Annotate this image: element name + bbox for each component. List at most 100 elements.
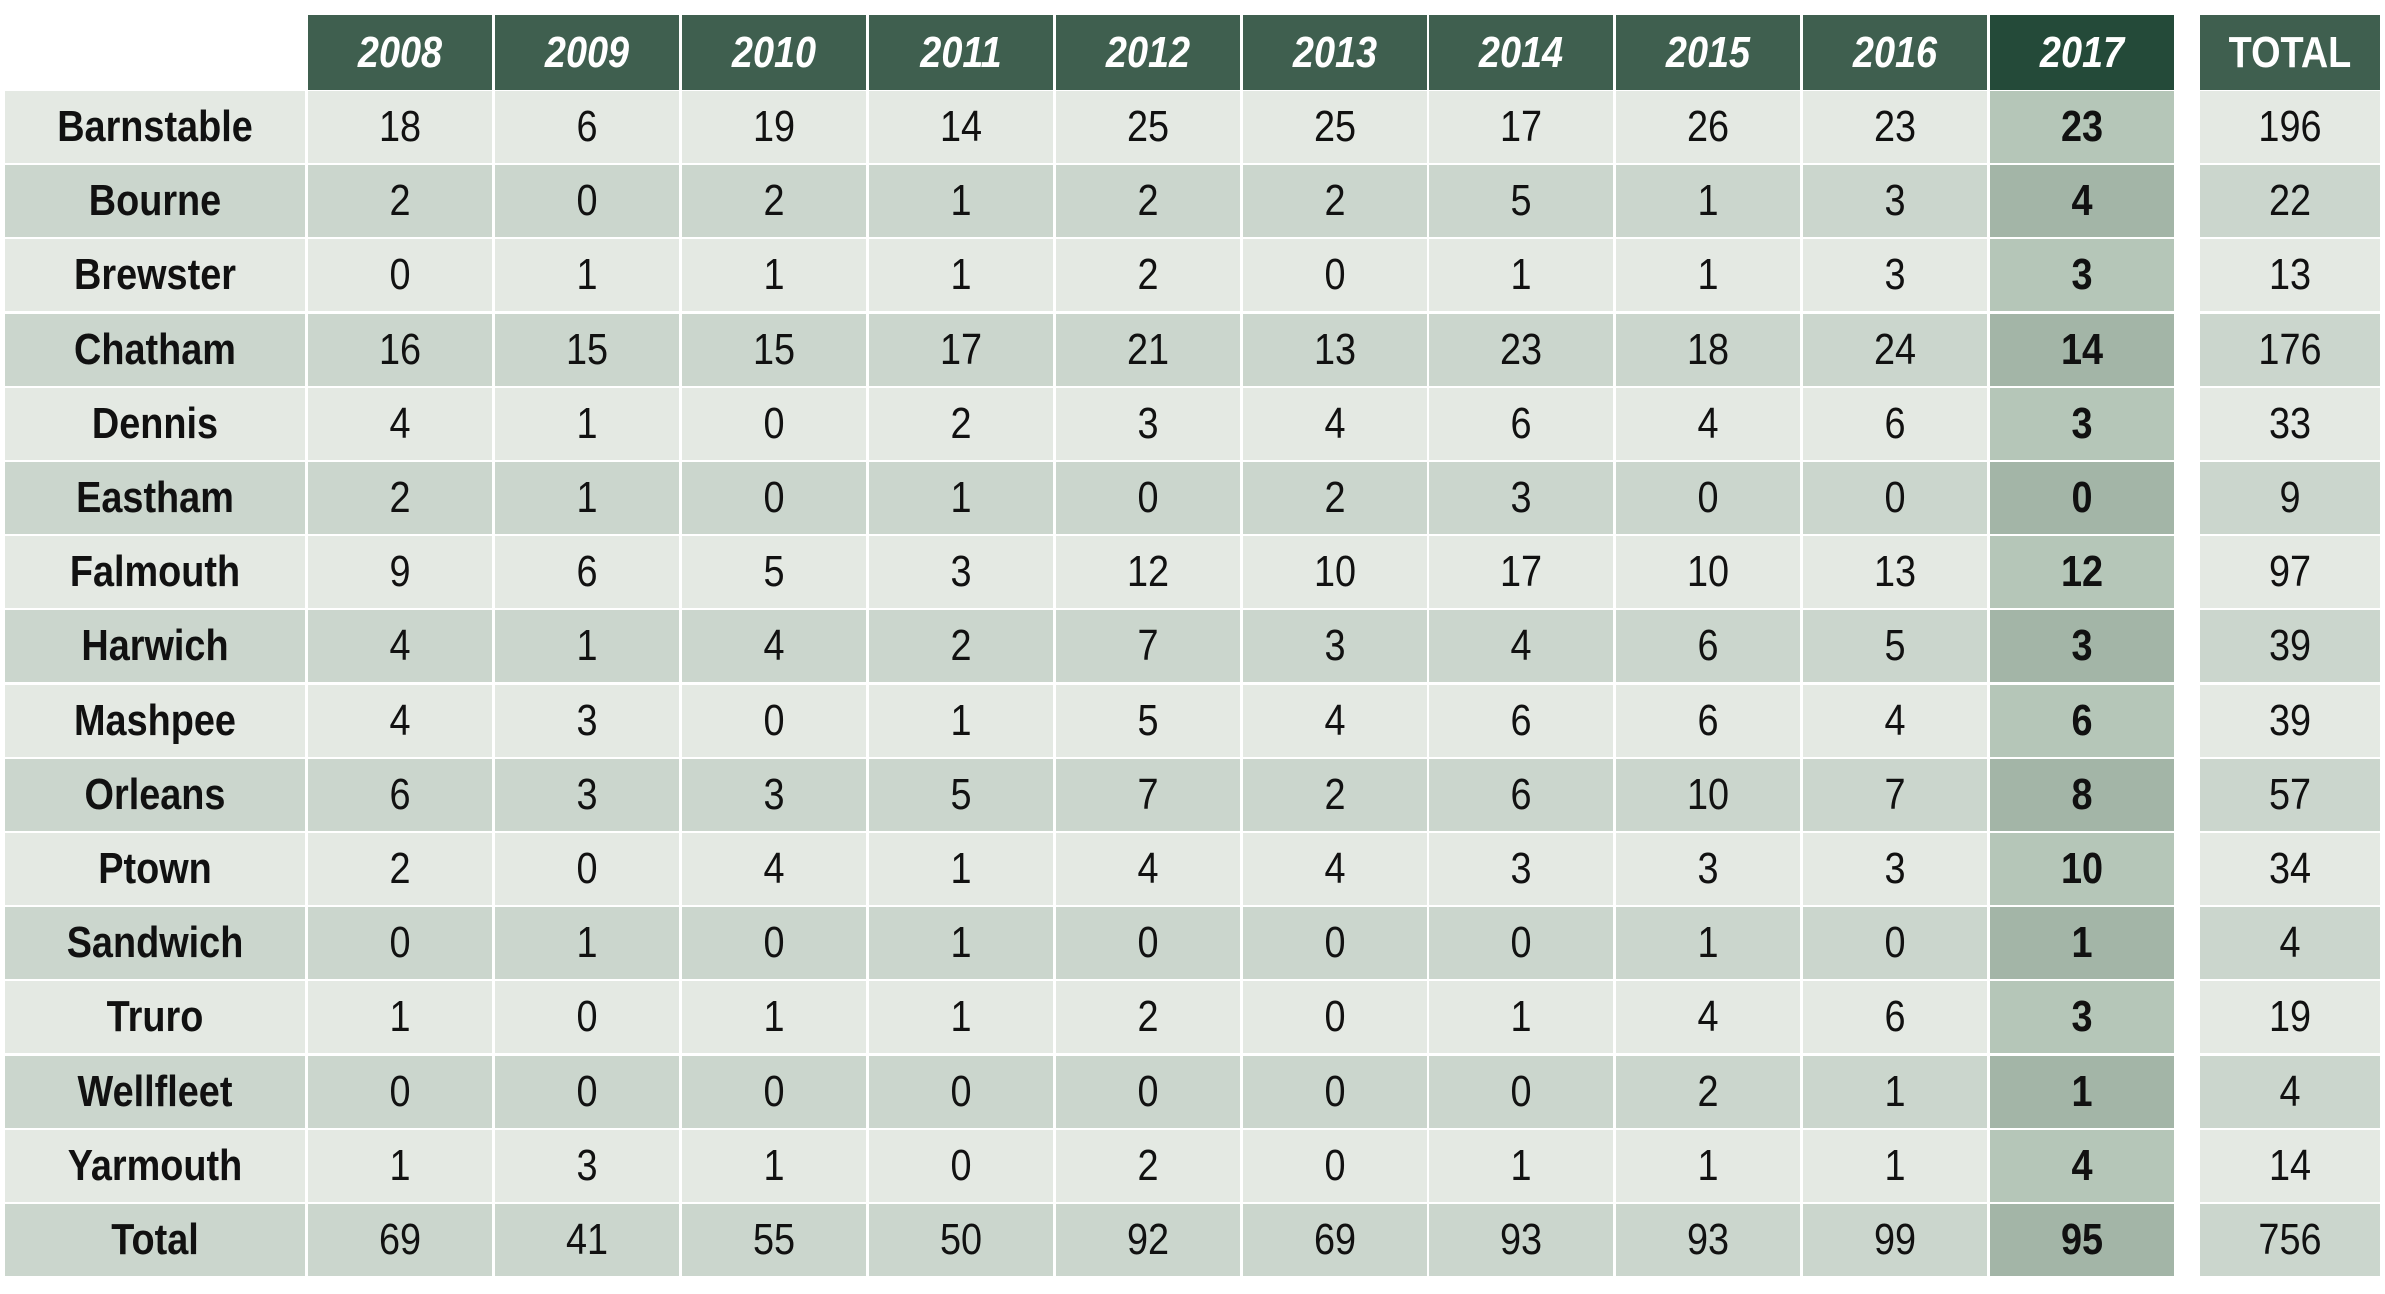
cell-brewster-total: 13 xyxy=(2268,250,2312,300)
cell-truro-2010-bg: 1 xyxy=(681,981,866,1054)
cell-sandwich-2014: 0 xyxy=(1510,918,1532,968)
column-header-2011: 2011 xyxy=(919,27,1002,77)
row-label-bourne-bg: Bourne xyxy=(5,165,305,238)
cell-sandwich-2012-bg: 0 xyxy=(1055,907,1240,980)
cell-eastham-2014: 3 xyxy=(1510,473,1532,522)
column-header-2014: 2014 xyxy=(1479,27,1564,77)
cell-bourne-2008: 2 xyxy=(389,176,411,226)
cell-sandwich-2014-bg: 0 xyxy=(1429,907,1614,980)
column-header-total-bg: TOTAL xyxy=(2200,15,2380,90)
cell-total-2008: 69 xyxy=(378,1215,422,1264)
cell-total-2012: 92 xyxy=(1126,1215,1169,1264)
cell-orleans-total-bg: 57 xyxy=(2200,758,2380,831)
cell-ptown-2015-bg: 3 xyxy=(1616,833,1801,905)
cell-wellfleet-2008: 0 xyxy=(389,1066,411,1116)
column-header-2009: 2009 xyxy=(544,27,629,77)
cell-barnstable-2011-bg: 14 xyxy=(868,91,1053,163)
cell-eastham-2014-bg: 3 xyxy=(1429,462,1614,534)
cell-eastham-2017: 0 xyxy=(2071,473,2093,522)
cell-brewster-2014: 1 xyxy=(1510,250,1532,300)
cell-ptown-2012: 4 xyxy=(1137,844,1159,893)
cell-total-2016-bg: 99 xyxy=(1803,1204,1988,1276)
cell-total-total: 756 xyxy=(2258,1215,2322,1264)
cell-sandwich-2015: 1 xyxy=(1697,918,1719,968)
column-header-2015: 2015 xyxy=(1666,27,1751,77)
cell-falmouth-2016: 13 xyxy=(1874,547,1917,597)
cell-sandwich-2009: 1 xyxy=(576,918,598,968)
cell-harwich-2017-bg: 3 xyxy=(1990,610,2175,683)
cell-mashpee-2016: 4 xyxy=(1884,695,1906,745)
cell-bourne-2014-bg: 5 xyxy=(1429,165,1614,238)
cell-mashpee-2009: 3 xyxy=(576,695,598,745)
cell-falmouth-2011-bg: 3 xyxy=(868,536,1053,609)
cell-total-2011: 50 xyxy=(939,1215,982,1264)
cell-chatham-2014: 23 xyxy=(1500,324,1543,374)
cell-yarmouth-2014-bg: 1 xyxy=(1429,1129,1614,1202)
row-label-truro: Truro xyxy=(106,992,204,1042)
cell-sandwich-total: 4 xyxy=(2279,918,2301,968)
cell-harwich-2016-bg: 5 xyxy=(1803,610,1988,683)
cell-wellfleet-2015: 2 xyxy=(1697,1066,1719,1116)
cell-orleans-2008-bg: 6 xyxy=(308,758,492,831)
row-label-ptown-bg: Ptown xyxy=(5,833,305,905)
column-header-2011-bg: 2011 xyxy=(868,15,1053,90)
row-label-mashpee-bg: Mashpee xyxy=(5,684,305,757)
cell-barnstable-2017: 23 xyxy=(2061,102,2104,151)
cell-harwich-2011: 2 xyxy=(950,621,972,671)
cell-falmouth-2017-bg: 12 xyxy=(1990,536,2175,609)
cell-harwich-2010-bg: 4 xyxy=(681,610,866,683)
cell-bourne-2010: 2 xyxy=(763,176,785,226)
cell-falmouth-2008: 9 xyxy=(389,547,411,597)
cell-eastham-2013: 2 xyxy=(1323,473,1346,522)
cell-orleans-2010-bg: 3 xyxy=(681,758,866,831)
cell-ptown-2017: 10 xyxy=(2061,844,2104,893)
cell-total-2014-bg: 93 xyxy=(1429,1204,1614,1276)
row-label-brewster: Brewster xyxy=(74,250,236,300)
cell-chatham-2017-bg: 14 xyxy=(1990,313,2175,386)
cell-dennis-2009: 1 xyxy=(576,398,598,448)
cell-brewster-2013-bg: 0 xyxy=(1242,239,1427,312)
cell-yarmouth-2010-bg: 1 xyxy=(681,1129,866,1202)
cell-bourne-2013-bg: 2 xyxy=(1242,165,1427,238)
cell-harwich-2008-bg: 4 xyxy=(308,610,492,683)
cell-yarmouth-2015-bg: 1 xyxy=(1616,1129,1801,1202)
cell-dennis-2014-bg: 6 xyxy=(1429,387,1614,460)
row-label-wellfleet: Wellfleet xyxy=(77,1066,233,1116)
cell-truro-2008-bg: 1 xyxy=(308,981,492,1054)
cell-orleans-2012-bg: 7 xyxy=(1055,758,1240,831)
cell-orleans-2015: 10 xyxy=(1687,769,1730,819)
cell-bourne-2009-bg: 0 xyxy=(494,165,679,238)
cell-eastham-2012: 0 xyxy=(1137,473,1159,522)
cell-mashpee-2014-bg: 6 xyxy=(1429,684,1614,757)
cell-bourne-2011-bg: 1 xyxy=(868,165,1053,238)
row-label-falmouth: Falmouth xyxy=(69,547,241,597)
cell-brewster-2009-bg: 1 xyxy=(494,239,679,312)
cell-harwich-2012-bg: 7 xyxy=(1055,610,1240,683)
row-label-dennis: Dennis xyxy=(91,398,219,448)
cell-falmouth-2009: 6 xyxy=(576,547,598,597)
cell-chatham-2013: 13 xyxy=(1313,324,1356,374)
column-header-2010: 2010 xyxy=(731,27,816,77)
cell-barnstable-2016-bg: 23 xyxy=(1803,91,1988,163)
cell-total-2011-bg: 50 xyxy=(868,1204,1053,1276)
cell-chatham-2011: 17 xyxy=(939,324,982,374)
cell-brewster-2010-bg: 1 xyxy=(681,239,866,312)
cell-harwich-2011-bg: 2 xyxy=(868,610,1053,683)
column-header-2015-bg: 2015 xyxy=(1616,15,1801,90)
cell-brewster-2016: 3 xyxy=(1884,250,1906,300)
cell-barnstable-2010-bg: 19 xyxy=(681,91,866,163)
cell-bourne-2009: 0 xyxy=(576,176,598,226)
cell-truro-2013: 0 xyxy=(1323,992,1346,1042)
cell-sandwich-2008: 0 xyxy=(389,918,411,968)
cell-falmouth-2016-bg: 13 xyxy=(1803,536,1988,609)
cell-chatham-2016-bg: 24 xyxy=(1803,313,1988,386)
cell-dennis-2009-bg: 1 xyxy=(494,387,679,460)
cell-yarmouth-2016: 1 xyxy=(1884,1140,1906,1190)
column-header-2008: 2008 xyxy=(357,27,443,77)
cell-brewster-2012: 2 xyxy=(1137,250,1159,300)
cell-sandwich-2016: 0 xyxy=(1884,918,1906,968)
cell-mashpee-2010: 0 xyxy=(763,695,785,745)
cell-yarmouth-total-bg: 14 xyxy=(2200,1129,2380,1202)
cell-harwich-2009: 1 xyxy=(576,621,598,671)
cell-eastham-2008: 2 xyxy=(389,473,411,522)
